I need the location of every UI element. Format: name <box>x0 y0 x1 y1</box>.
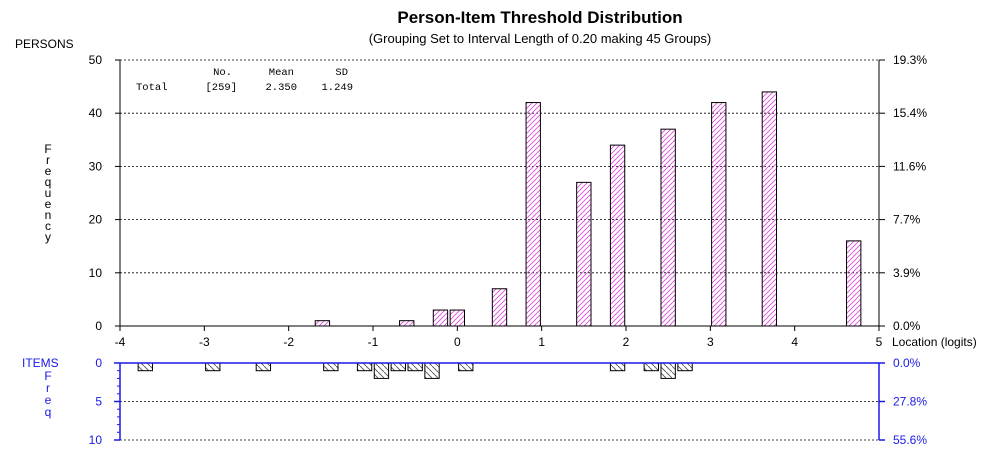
persons-y-label-letter: c <box>45 219 51 233</box>
items-bar <box>407 362 423 372</box>
persons-bar <box>660 128 676 327</box>
items-bar <box>390 362 406 372</box>
items-bar <box>137 362 153 372</box>
persons-y-label-letter: e <box>45 197 52 211</box>
x-axis-ticks: -4 -3 -2 -1 0 1 2 3 4 5 <box>115 326 883 349</box>
items-y-tick-label: 5 <box>95 395 102 409</box>
persons-bar <box>525 102 541 327</box>
persons-y-label-letter: r <box>46 153 50 167</box>
persons-right-tick-label: 15.4% <box>893 106 927 120</box>
persons-right-tick-label: 11.6% <box>893 159 926 173</box>
persons-panel-label: PERSONS <box>15 37 74 51</box>
items-bar <box>424 362 440 379</box>
stats-header-no: No. <box>213 67 232 79</box>
items-y-label-letter: F <box>44 369 51 383</box>
items-y-ticks: 0 5 10 <box>89 356 120 447</box>
x-tick-label: 3 <box>707 335 714 349</box>
persons-right-tick-label: 0.0% <box>893 319 921 333</box>
x-tick-label: 2 <box>623 335 630 349</box>
items-gridlines <box>120 401 879 441</box>
stats-no: [259] <box>205 82 237 94</box>
persons-bar <box>576 181 592 327</box>
persons-y-ticks: 0 10 20 30 40 50 <box>89 53 120 333</box>
persons-bar <box>432 309 449 327</box>
persons-right-tick-label: 19.3% <box>893 53 927 67</box>
items-y-label-letter: r <box>46 381 50 395</box>
persons-y-label-letter: F <box>44 142 51 156</box>
persons-bar <box>711 102 727 327</box>
x-tick-label: -1 <box>368 335 379 349</box>
x-tick-label: -4 <box>115 335 126 349</box>
items-right-tick-label: 55.6% <box>893 433 927 447</box>
items-bar <box>458 362 474 372</box>
x-tick-label: 1 <box>538 335 545 349</box>
persons-y-tick-label: 50 <box>89 53 103 67</box>
persons-bar <box>399 320 415 327</box>
x-tick-label: -3 <box>199 335 210 349</box>
persons-stats: No. Mean SD Total [259] 2.350 1.249 <box>136 67 353 94</box>
persons-right-tick-label: 7.7% <box>893 213 921 227</box>
persons-panel: PERSONS 0 10 20 30 40 50 0.0% 3.9% 7.7% 11.6% 15.… <box>15 37 927 333</box>
items-bar <box>643 362 659 372</box>
x-tick-label: 4 <box>791 335 798 349</box>
items-bar <box>356 362 373 372</box>
persons-y-tick-label: 10 <box>89 266 103 280</box>
items-panel-label: ITEMS <box>22 356 59 370</box>
items-right-ticks: 0.0% 27.8% 55.6% <box>879 356 927 447</box>
persons-y-label-letter: n <box>45 208 52 222</box>
persons-y-tick-label: 20 <box>89 213 103 227</box>
persons-bar <box>609 144 626 327</box>
items-bar <box>205 362 221 372</box>
items-bar <box>255 362 272 372</box>
chart-subtitle: (Grouping Set to Interval Length of 0.20… <box>369 31 712 46</box>
persons-y-label-letter: u <box>45 186 52 200</box>
items-bar <box>660 362 676 379</box>
items-right-tick-label: 0.0% <box>893 356 921 370</box>
persons-y-tick-label: 30 <box>89 159 103 173</box>
stats-row-label: Total <box>136 82 168 94</box>
x-tick-label: -2 <box>283 335 294 349</box>
items-y-label-letter: q <box>45 405 52 419</box>
x-axis-label: Location (logits) <box>892 335 977 349</box>
persons-y-tick-label: 40 <box>89 106 103 120</box>
items-bars <box>137 362 693 379</box>
persons-bar <box>314 320 331 327</box>
items-y-tick-label: 0 <box>95 356 102 370</box>
persons-bar <box>761 91 778 327</box>
stats-mean: 2.350 <box>265 82 297 94</box>
persons-y-label-letter: y <box>45 230 51 244</box>
items-y-tick-label: 10 <box>89 433 103 447</box>
x-tick-label: 5 <box>876 335 883 349</box>
persons-right-ticks: 0.0% 3.9% 7.7% 11.6% 15.4% 19.3% <box>879 53 927 333</box>
persons-bar <box>449 309 466 327</box>
persons-bar <box>846 240 862 327</box>
persons-y-label-letter: q <box>45 175 52 189</box>
persons-y-label-letter: e <box>45 164 52 178</box>
stats-sd: 1.249 <box>321 82 353 94</box>
x-tick-label: 0 <box>454 335 461 349</box>
persons-bars <box>314 91 862 327</box>
persons-bar <box>491 288 508 327</box>
items-bar <box>677 362 693 372</box>
stats-header-sd: SD <box>335 67 348 79</box>
persons-gridlines <box>120 59 879 274</box>
items-right-tick-label: 27.8% <box>893 395 927 409</box>
items-bar <box>373 362 390 379</box>
items-bar <box>323 362 339 372</box>
stats-header-mean: Mean <box>269 67 294 79</box>
chart-title: Person-Item Threshold Distribution <box>397 8 682 27</box>
persons-y-tick-label: 0 <box>95 319 102 333</box>
items-y-label-letter: e <box>45 393 52 407</box>
items-bar <box>609 362 626 372</box>
persons-right-tick-label: 3.9% <box>893 266 921 280</box>
